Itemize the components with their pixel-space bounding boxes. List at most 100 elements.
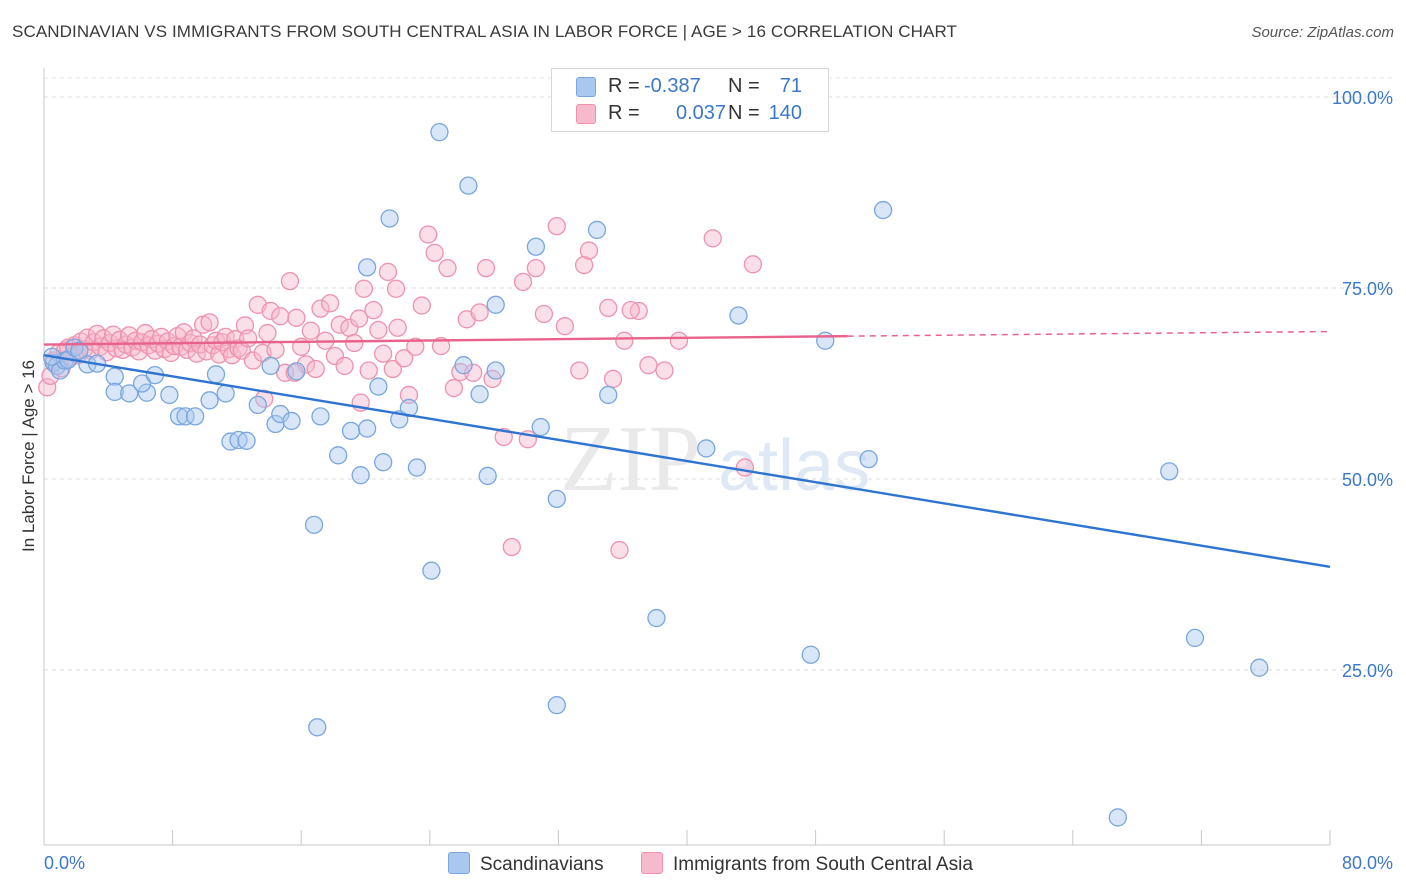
point-immigrants [38, 378, 57, 397]
bottom-legend-label: Scandinavians [480, 854, 604, 875]
point-scandinavians [185, 407, 205, 426]
point-immigrants [406, 337, 425, 356]
y-tick-label: 50.0% [1342, 470, 1393, 490]
point-immigrants [280, 271, 300, 291]
point-immigrants [386, 279, 406, 298]
legend-r-value: 0.037 [676, 102, 727, 124]
point-scandinavians [137, 383, 157, 402]
point-immigrants [639, 356, 658, 375]
legend-swatch-immigrants [576, 104, 596, 124]
point-immigrants [369, 320, 388, 340]
legend-r-label: R = [608, 102, 640, 124]
point-immigrants [735, 458, 755, 477]
point-scandinavians [105, 367, 124, 386]
point-scandinavians [647, 608, 666, 628]
point-immigrants [555, 317, 574, 336]
point-immigrants [547, 216, 566, 236]
point-scandinavians [801, 645, 820, 664]
watermark: ZIP atlas [560, 407, 870, 511]
point-scandinavians [816, 331, 835, 350]
point-immigrants [311, 299, 330, 318]
point-immigrants [266, 340, 285, 360]
axes [43, 68, 1331, 846]
point-immigrants [502, 537, 521, 557]
point-immigrants [425, 243, 444, 263]
point-scandinavians [587, 220, 607, 240]
point-scandinavians [169, 407, 189, 426]
legend-n-value: 71 [779, 75, 802, 97]
point-immigrants [364, 301, 383, 320]
point-scandinavians [380, 209, 399, 228]
point-immigrants [354, 279, 374, 298]
point-scandinavians [237, 431, 256, 450]
point-immigrants [574, 255, 594, 275]
point-scandinavians [160, 385, 179, 405]
point-scandinavians [859, 449, 878, 469]
correlation-legend: R = -0.387 N = 71 R = 0.037 N = 140 [551, 68, 829, 132]
point-scandinavians [282, 411, 301, 431]
bottom-legend-label: Immigrants from South Central Asia [673, 854, 973, 875]
point-immigrants [388, 318, 407, 337]
point-immigrants [306, 359, 325, 379]
point-immigrants [399, 385, 419, 405]
point-immigrants [669, 331, 689, 350]
point-scandinavians [374, 453, 393, 472]
data-points [38, 122, 1269, 827]
point-scandinavians [547, 695, 566, 715]
point-scandinavians [329, 446, 348, 465]
point-scandinavians [1160, 462, 1179, 481]
point-immigrants [579, 241, 599, 260]
point-immigrants [655, 361, 674, 380]
point-scandinavians [176, 407, 195, 426]
point-immigrants [206, 331, 226, 350]
y-axis-label: In Labor Force | Age > 16 [19, 360, 38, 552]
point-scandinavians [1108, 808, 1127, 827]
point-immigrants [335, 356, 354, 376]
x-tick-label: 0.0% [44, 853, 85, 873]
point-immigrants [526, 258, 546, 278]
point-scandinavians [216, 384, 235, 403]
y-tick-label: 100.0% [1332, 88, 1393, 108]
point-immigrants [431, 336, 451, 356]
point-scandinavians [248, 395, 267, 415]
point-scandinavians [308, 718, 327, 737]
legend-r-label: R = [608, 75, 640, 97]
point-immigrants [378, 262, 398, 282]
legend-r-value: -0.387 [644, 75, 701, 97]
point-immigrants [513, 272, 533, 292]
legend-n-value: 140 [768, 102, 802, 124]
watermark-atlas: atlas [718, 426, 870, 506]
point-immigrants [325, 346, 345, 366]
point-immigrants [464, 363, 483, 382]
point-scandinavians [304, 515, 324, 534]
point-immigrants [320, 294, 340, 313]
point-scandinavians [459, 176, 478, 195]
point-scandinavians [430, 122, 449, 142]
point-scandinavians [547, 489, 566, 509]
trend-lines [43, 330, 1331, 569]
point-immigrants [570, 361, 589, 380]
chart-title: SCANDINAVIAN VS IMMIGRANTS FROM SOUTH CE… [12, 22, 958, 41]
point-scandinavians [454, 356, 473, 375]
point-immigrants [438, 258, 457, 278]
point-immigrants [412, 296, 431, 315]
point-scandinavians [697, 439, 716, 458]
bottom-legend-scandinavians: Scandinavians [448, 852, 604, 876]
point-immigrants [349, 309, 369, 328]
point-scandinavians [200, 391, 219, 410]
point-scandinavians [369, 377, 388, 396]
point-scandinavians [1185, 628, 1205, 648]
point-scandinavians [486, 361, 505, 380]
point-scandinavians [531, 417, 550, 437]
trend-line-immigrants-extension [847, 330, 1331, 337]
point-scandinavians [120, 384, 139, 403]
point-scandinavians [206, 365, 226, 384]
point-immigrants [703, 229, 722, 248]
point-scandinavians [422, 561, 441, 580]
point-immigrants [599, 298, 618, 318]
point-immigrants [470, 303, 489, 322]
y-tick-label: 75.0% [1342, 279, 1393, 299]
point-immigrants [239, 329, 258, 348]
bottom-legend-swatch-immigrants [641, 852, 663, 874]
